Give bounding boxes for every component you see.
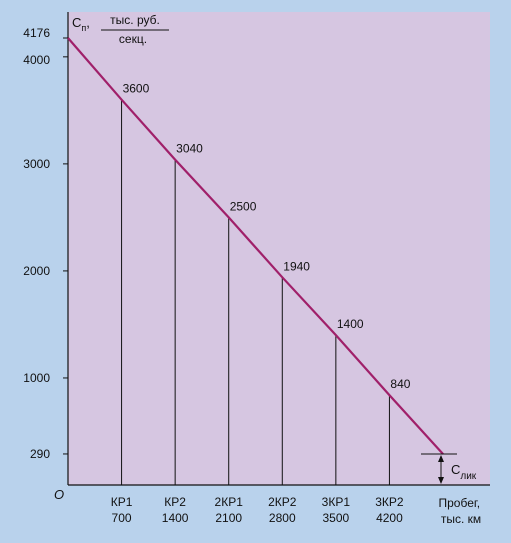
x-tick-label: КР1 xyxy=(111,495,133,509)
y-axis-symbol: C xyxy=(72,15,81,30)
y-axis-separator: , xyxy=(86,15,90,30)
x-axis-tick-labels: КР1 700 КР2 1400 2КР1 2100 2КР2 2800 3КР1 3500 3КР… xyxy=(111,495,404,525)
point-value-label: 3040 xyxy=(176,142,203,156)
point-value-label: 2500 xyxy=(230,199,257,213)
residual-value-marker: Cлик xyxy=(421,453,477,484)
x-tick-label: КР2 xyxy=(164,495,186,509)
x-tick-value: 2800 xyxy=(269,511,296,525)
plot-area xyxy=(68,12,490,485)
point-value-label: 3600 xyxy=(123,82,150,96)
residual-symbol: C xyxy=(451,462,460,477)
x-axis-title: Пробег, тыс. км xyxy=(439,496,484,526)
point-labels: 3600 3040 2500 1940 1400 840 xyxy=(123,82,411,391)
y-tick-label: 4000 xyxy=(23,53,50,67)
y-tick-label: 3000 xyxy=(23,157,50,171)
y-axis-ticks: 4176 4000 3000 2000 1000 290 xyxy=(23,26,68,461)
x-tick-value: 4200 xyxy=(376,511,403,525)
y-axis-unit-numerator: тыс. руб. xyxy=(110,13,160,27)
drop-lines xyxy=(121,99,390,485)
point-value-label: 840 xyxy=(390,377,410,391)
y-tick-label: 1000 xyxy=(23,371,50,385)
point-value-label: 1940 xyxy=(283,259,310,273)
x-tick-label: 2КР2 xyxy=(268,495,297,509)
residual-arrow-head-up xyxy=(438,454,444,462)
x-axis-title-line-1: Пробег, xyxy=(439,496,481,510)
x-tick-value: 700 xyxy=(112,511,132,525)
x-tick-label: 3КР1 xyxy=(322,495,351,509)
x-tick-value: 2100 xyxy=(215,511,242,525)
y-tick-label: 4176 xyxy=(23,26,50,40)
depreciation-line xyxy=(67,37,444,455)
residual-arrow-head-down xyxy=(438,477,444,484)
y-tick-label: 290 xyxy=(30,447,50,461)
point-value-label: 1400 xyxy=(337,317,364,331)
y-axis-subscript: п xyxy=(81,23,86,33)
y-axis-label: Cп, тыс. руб. секц. xyxy=(72,13,169,46)
y-axis-unit-denominator: секц. xyxy=(119,32,147,46)
y-tick-label: 2000 xyxy=(23,264,50,278)
origin-label: O xyxy=(54,487,64,502)
x-tick-value: 1400 xyxy=(162,511,189,525)
x-axis-title-line-2: тыс. км xyxy=(441,512,481,526)
x-tick-label: 2КР1 xyxy=(215,495,244,509)
x-tick-label: 3КР2 xyxy=(375,495,404,509)
residual-subscript: лик xyxy=(460,471,476,482)
residual-label: Cлик xyxy=(451,462,477,482)
x-tick-value: 3500 xyxy=(323,511,350,525)
svg-text:Cп,: Cп, xyxy=(72,15,90,33)
